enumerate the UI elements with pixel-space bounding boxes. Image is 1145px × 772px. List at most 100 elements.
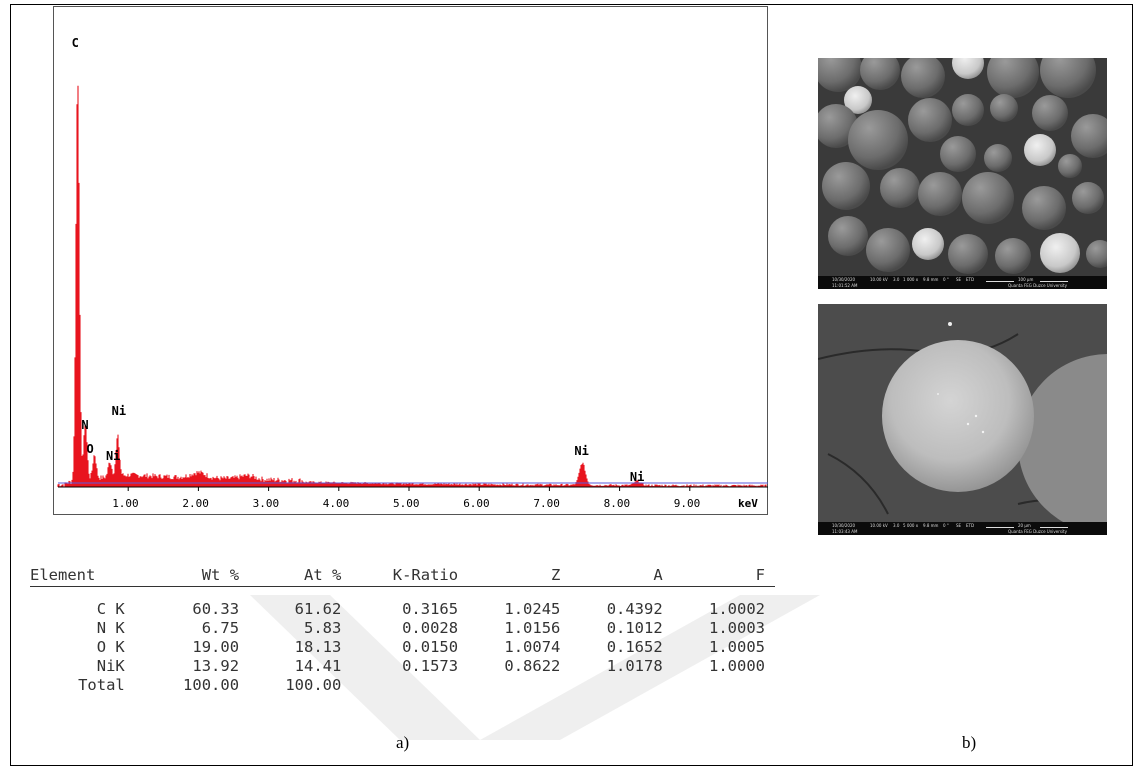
peak-label: O [87, 442, 94, 456]
microsphere [1032, 95, 1068, 131]
microsphere [828, 216, 868, 256]
peak-label: Ni [106, 449, 120, 463]
table-cell: 60.33 [192, 599, 240, 618]
peak-label: N [81, 418, 88, 432]
peak-label: Ni [630, 470, 644, 484]
table-cell: 1.0003 [709, 618, 765, 637]
table-cell [351, 675, 468, 694]
table-cell: 0.1573 [402, 656, 459, 675]
x-tick-label: 5.00 [393, 497, 420, 510]
table-row: N K 6.75 5.83 0.0028 1.0156 0.1012 1.0003 [30, 618, 775, 637]
table-cell: 0.3165 [402, 599, 459, 618]
microsphere [1040, 58, 1096, 98]
single-microsphere-image [818, 304, 1107, 534]
table-cell: 18.13 [294, 637, 342, 656]
microsphere [818, 58, 862, 92]
table-cell: 5.83 [304, 618, 342, 637]
table-header-cell: F [672, 564, 775, 587]
microsphere [1058, 154, 1082, 178]
table-cell: 0.1652 [606, 637, 663, 656]
microsphere [848, 110, 908, 170]
table-cell: 61.62 [294, 599, 342, 618]
table-cell: 1.0156 [504, 618, 561, 637]
microsphere [860, 58, 900, 90]
microsphere [1022, 186, 1066, 230]
x-tick-label: 4.00 [323, 497, 350, 510]
microsphere [818, 104, 858, 148]
microsphere [901, 58, 945, 98]
table-cell: C K [96, 599, 125, 618]
peak-label: C [72, 36, 79, 50]
microsphere [1071, 114, 1107, 158]
table-cell: 0.1012 [606, 618, 663, 637]
peak-label: Ni [574, 444, 588, 458]
table-row: NiK 13.92 14.41 0.1573 0.8622 1.0178 1.0000 [30, 656, 775, 675]
sem-image-low-mag: 10/30/2020 11:01:52 AM 10.00 kV 3.0 1 00… [818, 58, 1107, 289]
x-tick-label: 6.00 [463, 497, 490, 510]
table-cell: 0.8622 [504, 656, 561, 675]
table-cell: 19.00 [192, 637, 240, 656]
x-tick-label: 9.00 [674, 497, 701, 510]
table-cell: 1.0245 [504, 599, 561, 618]
x-tick-label: 7.00 [533, 497, 560, 510]
sem-image-high-mag: 10/30/2020 11:03:43 AM 10.00 kV 3.0 5 00… [818, 304, 1107, 535]
x-axis-unit: keV [738, 497, 758, 510]
table-cell [673, 675, 775, 694]
table-cell: 14.41 [294, 656, 342, 675]
microsphere [952, 94, 984, 126]
table-cell: O K [96, 637, 125, 656]
microsphere [987, 58, 1039, 98]
table-cell: 0.0028 [402, 618, 459, 637]
table-cell: NiK [96, 656, 125, 675]
table-cell: 0.4392 [606, 599, 663, 618]
figure-frame [10, 4, 1133, 766]
microsphere [1040, 233, 1080, 273]
table-cell: 1.0178 [606, 656, 663, 675]
microsphere [880, 168, 920, 208]
table-cell: 100.00 [285, 675, 342, 694]
x-tick-label: 8.00 [604, 497, 631, 510]
table-cell: 1.0074 [504, 637, 561, 656]
microspheres-image [818, 58, 1107, 276]
microsphere [1086, 240, 1107, 268]
microsphere [866, 228, 910, 272]
microsphere [1024, 134, 1056, 166]
peak-label: Ni [112, 404, 126, 418]
table-header-cell: Element [30, 564, 147, 587]
x-tick-label: 2.00 [182, 497, 209, 510]
table-cell: 100.00 [183, 675, 240, 694]
panel-label-b: b) [962, 733, 977, 752]
microsphere [918, 172, 962, 216]
sem-info-bar: 10/30/2020 11:01:52 AM 10.00 kV 3.0 1 00… [818, 276, 1107, 289]
eds-spectrum-chart: 1.00 2.00 3.00 4.00 5.00 6.00 7.00 8.00 9.00 keV… [57, 36, 768, 510]
microsphere [912, 228, 944, 260]
table-header-cell: A [570, 564, 673, 587]
eds-spectrum-panel: 1.00 2.00 3.00 4.00 5.00 6.00 7.00 8.00 9.00 keV… [53, 6, 768, 515]
table-header-cell: Wt % [146, 564, 250, 587]
table-cell: N K [96, 618, 125, 637]
table-header-cell: K-Ratio [351, 564, 469, 587]
x-tick-label: 3.00 [253, 497, 280, 510]
table-header-cell: Z [468, 564, 571, 587]
microsphere [948, 234, 988, 274]
table-cell [570, 675, 672, 694]
microsphere [952, 58, 984, 79]
panel-label-a: a) [396, 733, 410, 752]
table-cell: 1.0000 [709, 656, 765, 675]
table-row: O K 19.00 18.13 0.0150 1.0074 0.1652 1.0005 [30, 637, 775, 656]
microsphere [990, 94, 1018, 122]
eds-quant-table: Element Wt % At % K-Ratio Z A F C K 60.33 61.62 0… [30, 564, 775, 694]
table-cell: 1.0005 [709, 637, 765, 656]
table-cell: 13.92 [192, 656, 240, 675]
microsphere [908, 98, 952, 142]
table-cell: 6.75 [201, 618, 240, 637]
table-cell: 0.0150 [402, 637, 459, 656]
table-header-cell: At % [249, 564, 352, 587]
microsphere [940, 136, 976, 172]
spectrum-series [57, 85, 767, 487]
microsphere [984, 144, 1012, 172]
table-row: Total 100.00 100.00 [30, 675, 775, 694]
microsphere [844, 86, 872, 114]
microsphere [995, 238, 1031, 274]
